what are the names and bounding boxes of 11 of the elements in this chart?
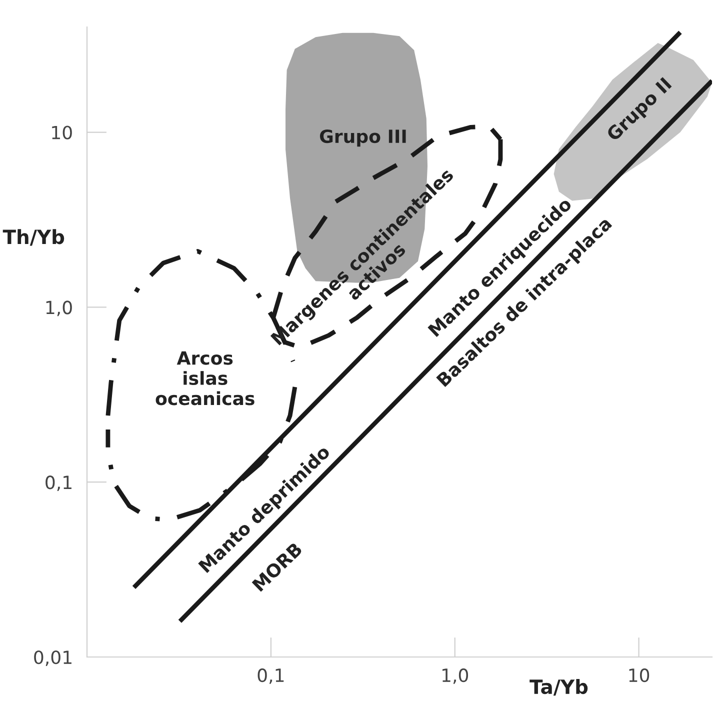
y-tick-label: 0,1 (46, 476, 72, 492)
x-tick-label: 10 (629, 668, 650, 682)
annotation: Arcos islas oceanicas (156, 351, 254, 406)
y-axis-title: Th/Yb (2, 229, 64, 246)
x-axis-title: Ta/Yb (530, 679, 588, 696)
y-tick-label: 10 (52, 126, 72, 140)
y-tick-label: 0,01 (34, 650, 72, 666)
x-tick-label: 1,0 (442, 668, 468, 684)
annotation: Grupo III (320, 129, 406, 147)
x-tick-label: 0,1 (258, 668, 284, 684)
y-tick-label: 1,0 (46, 300, 72, 316)
